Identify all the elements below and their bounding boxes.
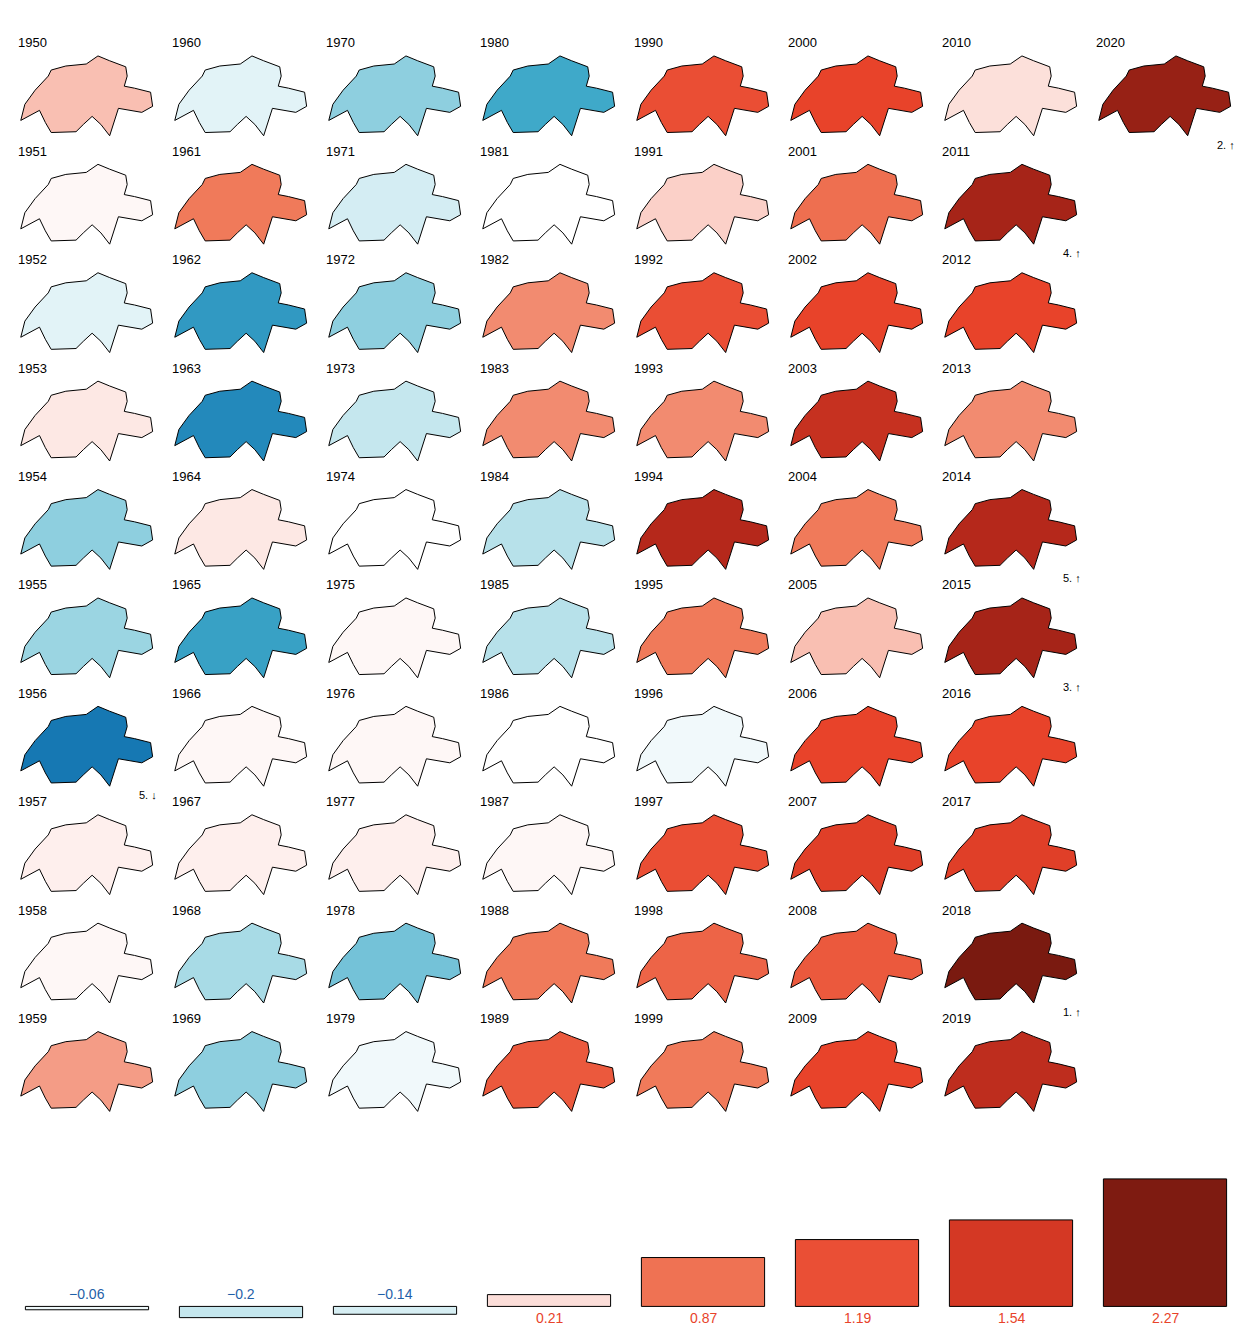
svg-text:1966: 1966	[172, 686, 201, 701]
svg-text:1968: 1968	[172, 903, 201, 918]
svg-text:1950: 1950	[18, 35, 47, 50]
svg-text:1972: 1972	[326, 252, 355, 267]
svg-text:2014: 2014	[942, 469, 971, 484]
svg-text:1962: 1962	[172, 252, 201, 267]
svg-text:1976: 1976	[326, 686, 355, 701]
svg-text:1985: 1985	[480, 577, 509, 592]
svg-text:2020: 2020	[1096, 35, 1125, 50]
svg-text:1998: 1998	[634, 903, 663, 918]
svg-text:2005: 2005	[788, 577, 817, 592]
svg-text:1974: 1974	[326, 469, 355, 484]
svg-text:1989: 1989	[480, 1011, 509, 1026]
svg-text:5. ↓: 5. ↓	[139, 789, 157, 801]
svg-text:5. ↑: 5. ↑	[1063, 572, 1081, 584]
svg-text:1977: 1977	[326, 794, 355, 809]
svg-text:1983: 1983	[480, 361, 509, 376]
svg-text:1. ↑: 1. ↑	[1063, 1006, 1081, 1018]
svg-text:1952: 1952	[18, 252, 47, 267]
svg-text:1978: 1978	[326, 903, 355, 918]
svg-text:1996: 1996	[634, 686, 663, 701]
svg-text:1992: 1992	[634, 252, 663, 267]
svg-text:2013: 2013	[942, 361, 971, 376]
svg-text:1957: 1957	[18, 794, 47, 809]
svg-text:1995: 1995	[634, 577, 663, 592]
svg-text:0.87: 0.87	[690, 1310, 717, 1326]
svg-text:−0.14: −0.14	[377, 1286, 413, 1302]
svg-text:2001: 2001	[788, 144, 817, 159]
svg-text:1997: 1997	[634, 794, 663, 809]
svg-text:1955: 1955	[18, 577, 47, 592]
svg-text:0.21: 0.21	[536, 1310, 563, 1326]
svg-text:1.54: 1.54	[998, 1310, 1025, 1326]
svg-text:1959: 1959	[18, 1011, 47, 1026]
svg-text:3. ↑: 3. ↑	[1063, 681, 1081, 693]
svg-text:1953: 1953	[18, 361, 47, 376]
svg-text:1963: 1963	[172, 361, 201, 376]
svg-text:1994: 1994	[634, 469, 663, 484]
svg-text:1991: 1991	[634, 144, 663, 159]
svg-text:1975: 1975	[326, 577, 355, 592]
svg-text:1981: 1981	[480, 144, 509, 159]
svg-text:1986: 1986	[480, 686, 509, 701]
svg-text:1961: 1961	[172, 144, 201, 159]
svg-text:1956: 1956	[18, 686, 47, 701]
svg-text:2017: 2017	[942, 794, 971, 809]
svg-text:2004: 2004	[788, 469, 817, 484]
svg-text:1967: 1967	[172, 794, 201, 809]
svg-text:1982: 1982	[480, 252, 509, 267]
svg-text:2.27: 2.27	[1152, 1310, 1179, 1326]
svg-text:1973: 1973	[326, 361, 355, 376]
svg-text:1971: 1971	[326, 144, 355, 159]
svg-text:1965: 1965	[172, 577, 201, 592]
svg-text:2008: 2008	[788, 903, 817, 918]
svg-text:2016: 2016	[942, 686, 971, 701]
svg-text:2003: 2003	[788, 361, 817, 376]
svg-text:−0.2: −0.2	[227, 1286, 255, 1302]
svg-text:1984: 1984	[480, 469, 509, 484]
svg-text:−0.06: −0.06	[69, 1286, 105, 1302]
svg-text:2011: 2011	[942, 144, 970, 159]
svg-text:4. ↑: 4. ↑	[1063, 247, 1081, 259]
svg-text:1988: 1988	[480, 903, 509, 918]
svg-text:2000: 2000	[788, 35, 817, 50]
svg-text:2006: 2006	[788, 686, 817, 701]
svg-text:1964: 1964	[172, 469, 201, 484]
svg-text:1970: 1970	[326, 35, 355, 50]
svg-text:1960: 1960	[172, 35, 201, 50]
svg-text:1987: 1987	[480, 794, 509, 809]
svg-text:1969: 1969	[172, 1011, 201, 1026]
svg-text:1954: 1954	[18, 469, 47, 484]
svg-text:1979: 1979	[326, 1011, 355, 1026]
svg-text:1990: 1990	[634, 35, 663, 50]
svg-text:2019: 2019	[942, 1011, 971, 1026]
svg-text:2. ↑: 2. ↑	[1217, 139, 1235, 151]
svg-text:2009: 2009	[788, 1011, 817, 1026]
svg-text:2015: 2015	[942, 577, 971, 592]
svg-text:2002: 2002	[788, 252, 817, 267]
svg-text:1.19: 1.19	[844, 1310, 871, 1326]
svg-text:2018: 2018	[942, 903, 971, 918]
svg-text:2007: 2007	[788, 794, 817, 809]
svg-text:1951: 1951	[18, 144, 47, 159]
svg-text:1958: 1958	[18, 903, 47, 918]
svg-text:1999: 1999	[634, 1011, 663, 1026]
svg-text:1993: 1993	[634, 361, 663, 376]
svg-text:2012: 2012	[942, 252, 971, 267]
svg-text:1980: 1980	[480, 35, 509, 50]
svg-text:2010: 2010	[942, 35, 971, 50]
